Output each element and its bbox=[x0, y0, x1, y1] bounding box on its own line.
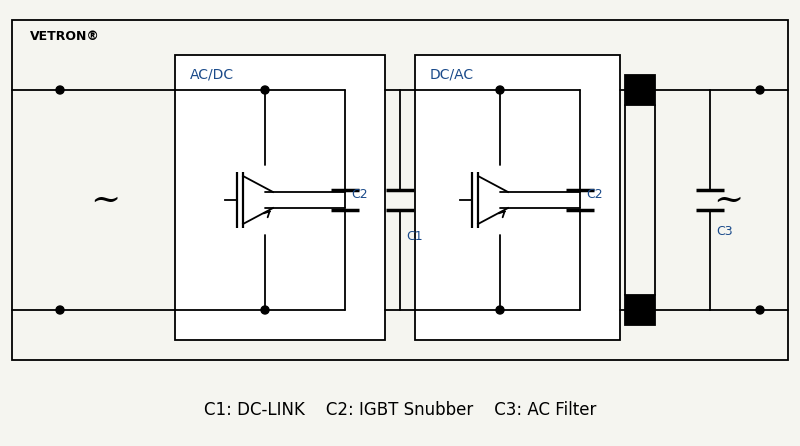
Circle shape bbox=[56, 86, 64, 94]
Circle shape bbox=[756, 306, 764, 314]
Circle shape bbox=[261, 306, 269, 314]
Text: DC/AC: DC/AC bbox=[430, 67, 474, 81]
Text: VETRON®: VETRON® bbox=[30, 30, 100, 43]
Text: C1: C1 bbox=[406, 230, 422, 243]
Bar bbox=[175, 55, 385, 340]
Circle shape bbox=[496, 306, 504, 314]
Circle shape bbox=[56, 306, 64, 314]
Text: C3: C3 bbox=[716, 225, 733, 238]
Bar bbox=[415, 55, 620, 340]
Text: AC/DC: AC/DC bbox=[190, 67, 234, 81]
Text: ~: ~ bbox=[90, 183, 120, 217]
Circle shape bbox=[756, 86, 764, 94]
Text: ~: ~ bbox=[713, 183, 743, 217]
Text: C1: DC-LINK    C2: IGBT Snubber    C3: AC Filter: C1: DC-LINK C2: IGBT Snubber C3: AC Filt… bbox=[204, 401, 596, 419]
Bar bbox=[625, 75, 655, 105]
Text: C2: C2 bbox=[586, 189, 602, 202]
Bar bbox=[12, 20, 788, 360]
Bar bbox=[625, 295, 655, 325]
Text: C2: C2 bbox=[351, 189, 368, 202]
Circle shape bbox=[496, 86, 504, 94]
Circle shape bbox=[261, 86, 269, 94]
